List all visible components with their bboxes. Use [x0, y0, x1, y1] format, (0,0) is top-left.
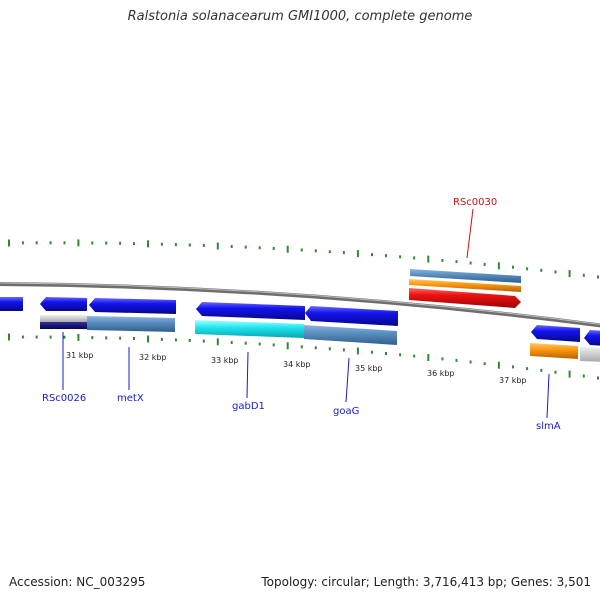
scale-label: 37 kbp	[499, 376, 527, 385]
genome-backbone-highlight	[0, 282, 600, 325]
gene-label-metX[interactable]: metX	[117, 393, 144, 404]
scale-label: 31 kbp	[66, 351, 94, 360]
gene-RSc0026-feature-navy[interactable]	[40, 322, 87, 329]
gene-goaG-feature-steel[interactable]	[304, 325, 397, 345]
genome-title: Ralstonia solanacearum GMI1000, complete…	[127, 9, 473, 24]
gene-pre-RSc0026[interactable]	[0, 297, 23, 311]
leader-slmA	[546, 373, 550, 419]
gene-RSc0026-feature-gray[interactable]	[40, 315, 87, 322]
accession-text: Accession: NC_003295	[9, 575, 146, 589]
gene-goaG[interactable]	[305, 306, 398, 326]
reverse-strand-track	[0, 297, 600, 346]
gene-RSc0030-cds[interactable]	[409, 288, 521, 308]
gene-gabD1[interactable]	[196, 302, 305, 320]
gene-metX[interactable]	[89, 298, 176, 314]
gene-slmA-feature-orange[interactable]	[530, 343, 578, 359]
gene-next-feature-gray[interactable]	[580, 347, 600, 362]
leader-RSc0030	[466, 208, 474, 259]
inner-tick-ring	[8, 333, 599, 380]
gene-label-slmA[interactable]: slmA	[536, 421, 561, 432]
gene-label-RSc0030[interactable]: RSc0030	[453, 197, 497, 208]
gene-slmA[interactable]	[531, 325, 580, 342]
leader-gabD1	[246, 351, 249, 399]
genome-backbone	[0, 282, 600, 328]
gene-RSc0030-feature-orange[interactable]	[409, 279, 521, 292]
leader-goaG	[345, 357, 350, 403]
gene-label-goaG[interactable]: goaG	[333, 406, 359, 417]
outer-tick-ring	[8, 239, 599, 279]
scale-label: 34 kbp	[283, 360, 311, 369]
label-leaders	[62, 208, 550, 419]
scale-label: 36 kbp	[427, 369, 455, 378]
gene-gabD1-feature-cyan[interactable]	[195, 320, 304, 338]
genome-summary-text: Topology: circular; Length: 3,716,413 bp…	[261, 575, 591, 589]
feature-track-2	[40, 315, 600, 362]
scale-label: 33 kbp	[211, 356, 239, 365]
gene-RSc0030-feature-steel[interactable]	[410, 269, 521, 283]
gene-labels: RSc0026 metX gabD1 goaG RSc0030 slmA	[42, 197, 561, 432]
gene-RSc0026[interactable]	[40, 297, 87, 311]
gene-label-gabD1[interactable]: gabD1	[232, 401, 265, 412]
forward-strand-track	[409, 269, 521, 308]
scale-label: 35 kbp	[355, 364, 383, 373]
scale-labels: 31 kbp 32 kbp 33 kbp 34 kbp 35 kbp 36 kb…	[66, 351, 527, 385]
gene-label-RSc0026[interactable]: RSc0026	[42, 393, 86, 404]
scale-label: 32 kbp	[139, 353, 167, 362]
gene-next[interactable]	[584, 330, 600, 346]
gene-metX-feature-steel[interactable]	[87, 316, 175, 332]
